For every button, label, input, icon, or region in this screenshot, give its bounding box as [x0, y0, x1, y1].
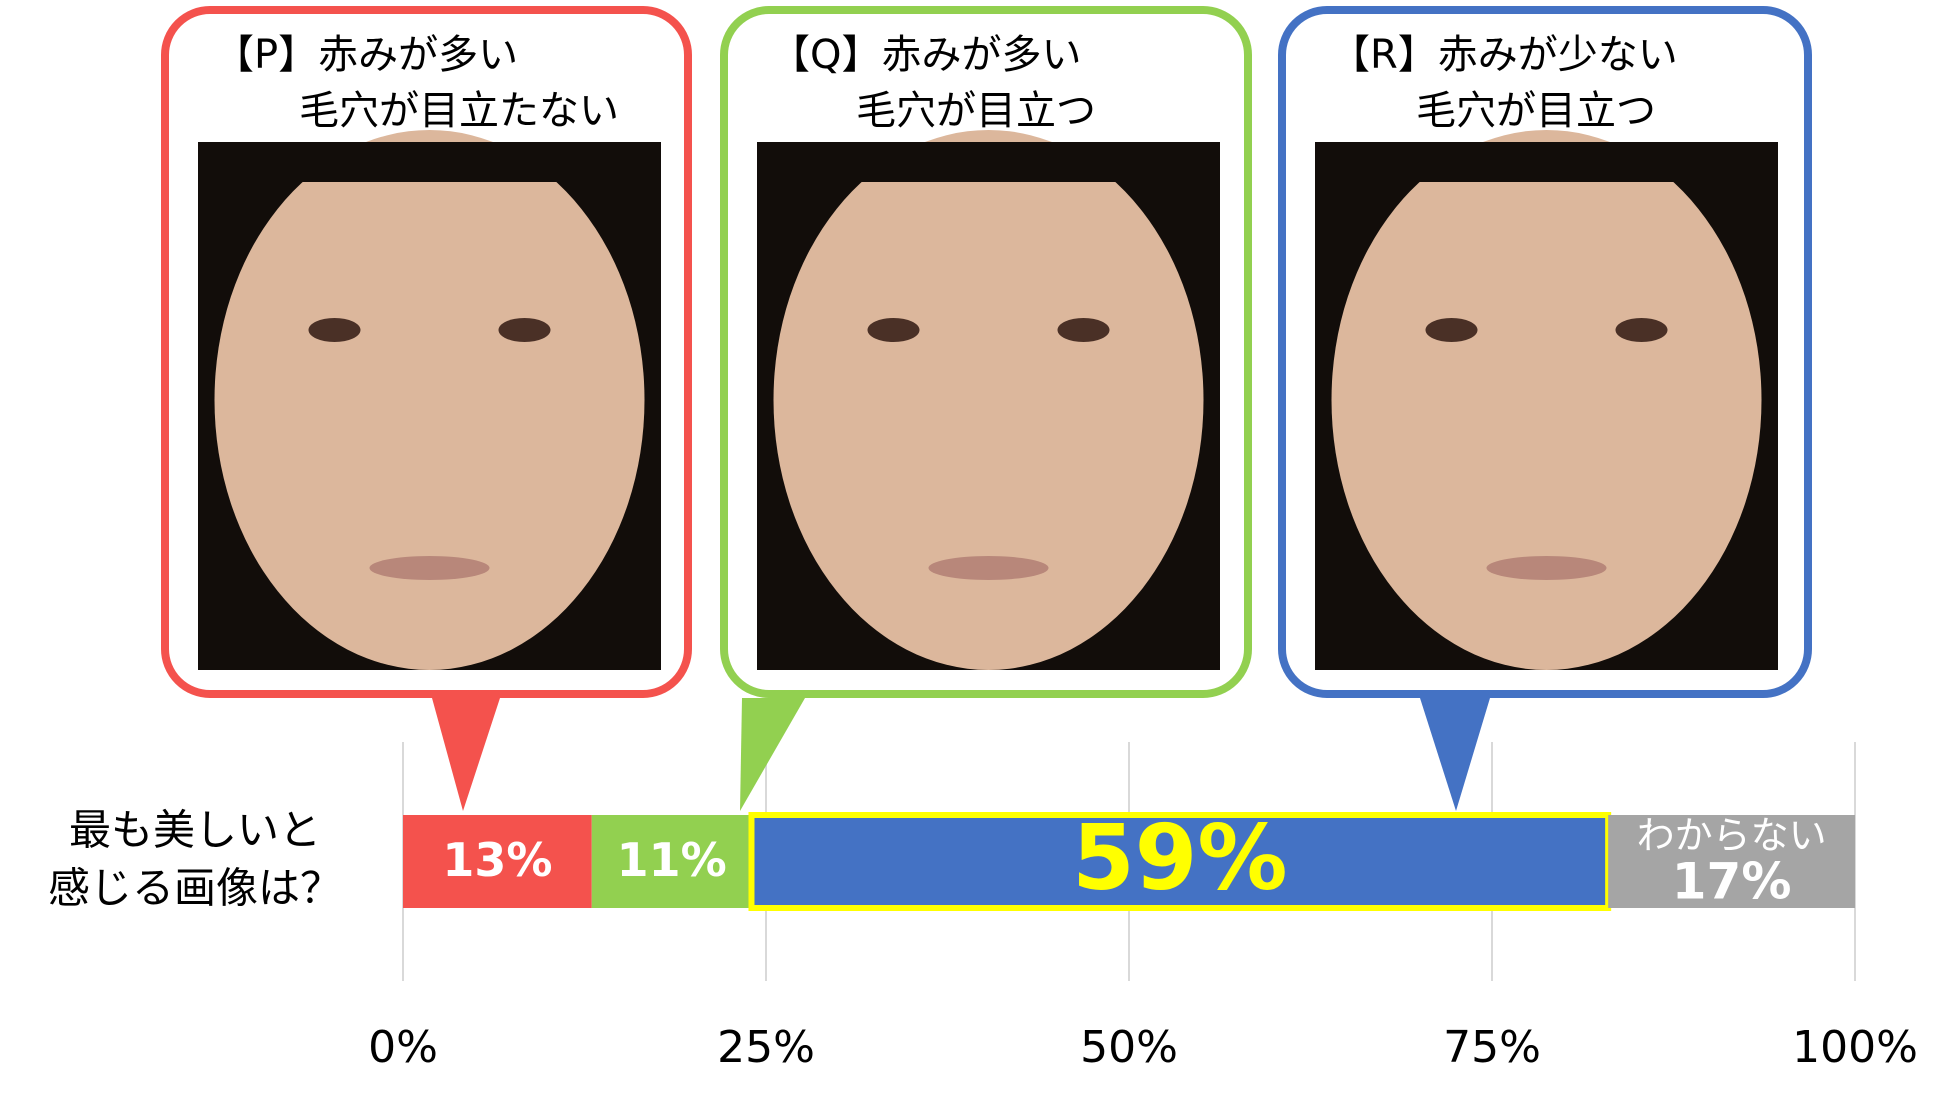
- callout-pointer: [740, 698, 805, 811]
- photo-hair: [198, 142, 661, 182]
- bar-segment: [591, 815, 752, 908]
- photo-face: [214, 130, 645, 670]
- x-tick-label: 100%: [1792, 1022, 1918, 1073]
- x-tick-label: 75%: [1443, 1022, 1541, 1073]
- callout-pointer: [432, 698, 500, 811]
- photo-eye: [498, 318, 551, 342]
- x-tick-label: 0%: [368, 1022, 438, 1073]
- x-tick-label: 50%: [1080, 1022, 1178, 1073]
- photo-mouth: [1486, 556, 1607, 580]
- callout-subtitle: 毛穴が目立つ: [1416, 88, 1656, 134]
- photo-eye: [308, 318, 361, 342]
- value-label: 13%: [442, 833, 552, 887]
- photo-mouth: [928, 556, 1049, 580]
- callout-pointer: [1420, 698, 1490, 811]
- segment-name: わからない: [1637, 814, 1827, 858]
- photo-hair: [1315, 142, 1778, 182]
- photo-face: [773, 130, 1204, 670]
- callout-title: 【P】赤みが多い: [214, 32, 518, 78]
- photo-hair: [757, 142, 1220, 182]
- callout-title: 【R】赤みが少ない: [1330, 32, 1678, 78]
- photo-eye: [1615, 318, 1668, 342]
- value-label: 59%: [1072, 805, 1287, 910]
- bar-segment: [748, 812, 1612, 911]
- bar-segment: [403, 815, 592, 908]
- photo-eye: [1425, 318, 1478, 342]
- photo-mouth: [369, 556, 490, 580]
- photo-eye: [1057, 318, 1110, 342]
- category-label: 最も美しいと: [69, 806, 321, 855]
- x-tick-label: 25%: [717, 1022, 815, 1073]
- value-label: 11%: [617, 833, 727, 887]
- photo-face: [1331, 130, 1762, 670]
- category-label: 感じる画像は？: [48, 864, 342, 913]
- value-label: 17%: [1672, 853, 1792, 911]
- callout-subtitle: 毛穴が目立たない: [299, 88, 619, 134]
- callout-title: 【Q】赤みが多い: [770, 32, 1081, 78]
- callout-subtitle: 毛穴が目立つ: [856, 88, 1096, 134]
- photo-eye: [867, 318, 920, 342]
- bar-segment: [1608, 815, 1855, 908]
